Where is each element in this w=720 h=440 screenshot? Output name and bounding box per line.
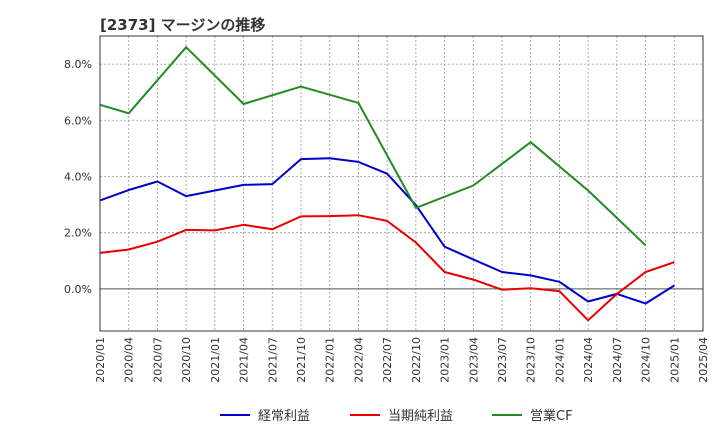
grid-layer (100, 36, 703, 331)
x-tick-label: 2023/07 (496, 337, 509, 383)
x-tick-label: 2024/04 (582, 337, 595, 383)
x-tick-label: 2025/04 (697, 337, 710, 383)
y-tick-label: 0.0% (64, 283, 92, 296)
legend-label: 経常利益 (258, 409, 310, 424)
x-tick-label: 2022/07 (381, 337, 394, 383)
x-tick-label: 2023/10 (525, 337, 538, 383)
x-tick-label: 2022/10 (410, 337, 423, 383)
x-tick-label: 2020/01 (94, 337, 107, 383)
plot-frame (99, 35, 704, 332)
x-tick-label: 2023/04 (467, 337, 480, 383)
x-axis: 2020/01 2020/04 2020/07 2020/10 2021/01 2021/… (94, 337, 710, 383)
x-tick-label: 2024/01 (553, 337, 566, 383)
x-tick-label: 2022/04 (352, 337, 365, 383)
x-tick-label: 2024/07 (611, 337, 624, 383)
x-tick-label: 2020/07 (151, 337, 164, 383)
x-tick-label: 2020/04 (123, 337, 136, 383)
y-tick-label: 8.0% (64, 58, 92, 71)
x-tick-label: 2023/01 (439, 337, 452, 383)
legend-label: 当期純利益 (388, 409, 453, 424)
y-tick-label: 6.0% (64, 114, 92, 127)
legend-label: 営業CF (530, 408, 573, 424)
x-tick-label: 2021/10 (295, 337, 308, 383)
x-tick-label: 2021/01 (209, 337, 222, 383)
series-line (99, 214, 675, 322)
y-tick-label: 2.0% (64, 227, 92, 240)
series-layer (99, 46, 675, 322)
x-tick-label: 2020/10 (180, 337, 193, 383)
series-line (99, 46, 647, 247)
chart-title: [2373] マージンの推移 (100, 16, 265, 34)
series-line (99, 157, 675, 305)
x-tick-label: 2021/07 (266, 337, 279, 383)
y-tick-label: 4.0% (64, 170, 92, 183)
x-tick-label: 2022/01 (324, 337, 337, 383)
y-axis: 0.0% 2.0% 4.0% 6.0% 8.0% (64, 58, 92, 296)
x-tick-label: 2024/10 (640, 337, 653, 383)
x-tick-label: 2025/01 (668, 337, 681, 383)
x-tick-label: 2021/04 (238, 337, 251, 383)
legend: 経常利益 当期純利益 営業CF (220, 408, 573, 424)
